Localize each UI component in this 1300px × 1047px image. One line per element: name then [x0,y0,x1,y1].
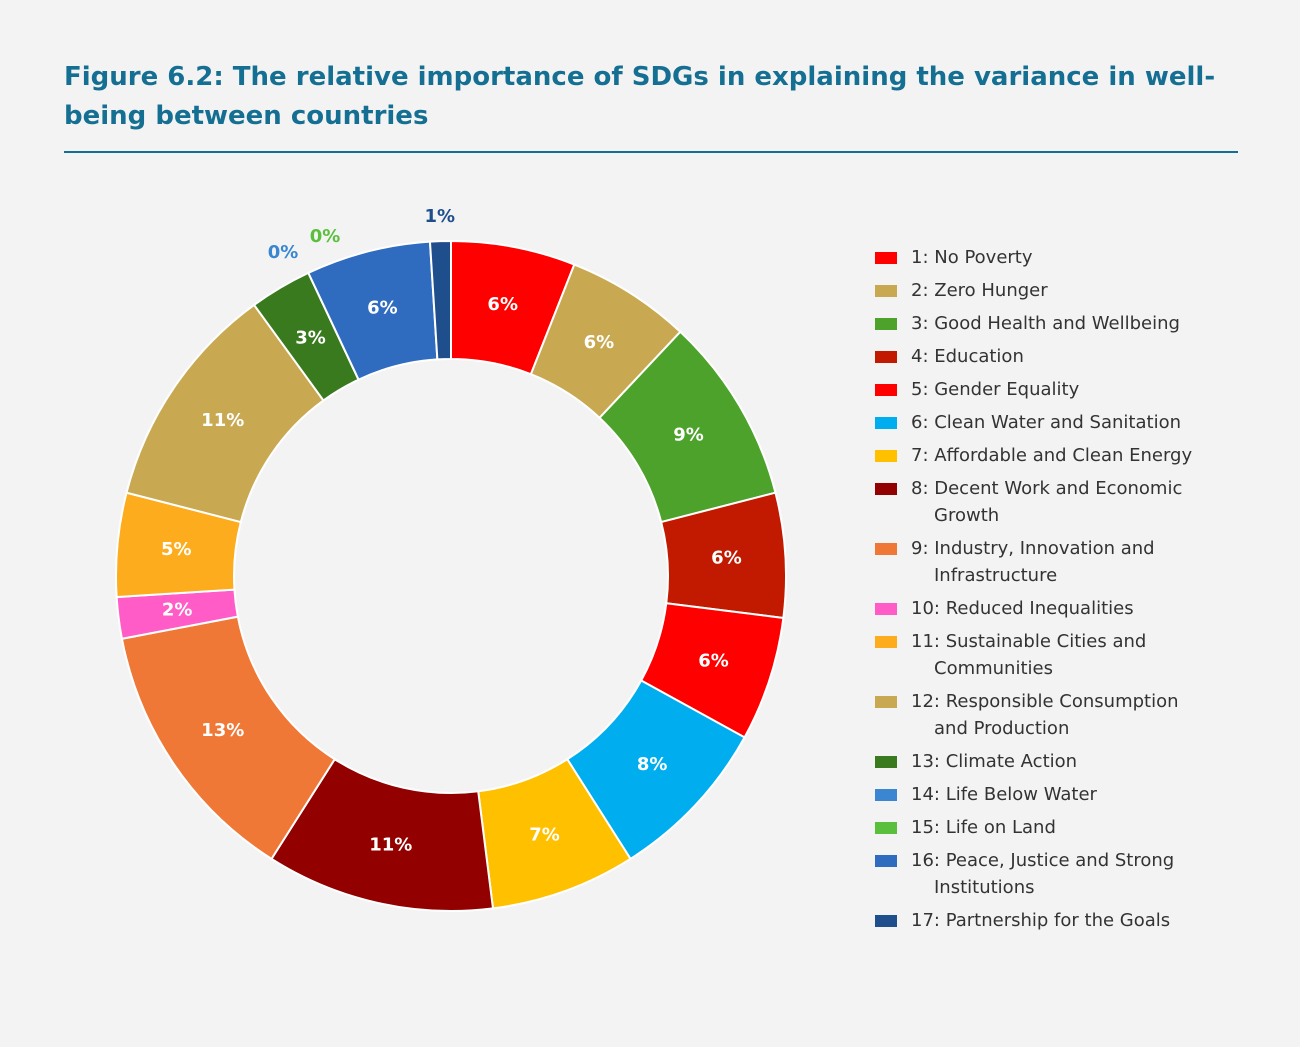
donut-slice [428,239,452,361]
legend-label: 15: Life on Land [911,817,1056,838]
value-label: 6% [711,548,742,569]
value-label: 11% [201,410,244,431]
legend-item: 1: No Poverty [875,244,1215,271]
legend-swatch [875,285,897,297]
value-label: 0% [268,242,299,263]
legend-item: 4: Education [875,343,1215,370]
legend-label: 6: Clean Water and Sanitation [911,412,1181,433]
value-label: 6% [584,332,615,353]
legend-swatch [875,855,897,867]
legend-item: 16: Peace, Justice and Strong Institutio… [875,847,1215,901]
value-label: 11% [369,834,412,855]
legend-item: 2: Zero Hunger [875,277,1215,304]
legend-item: 17: Partnership for the Goals [875,907,1215,934]
legend-swatch [875,756,897,768]
legend-swatch [875,603,897,615]
legend-swatch [875,417,897,429]
legend-item: 15: Life on Land [875,814,1215,841]
value-label: 3% [295,327,326,348]
legend-label: 13: Climate Action [911,751,1078,772]
legend-item: 7: Affordable and Clean Energy [875,442,1215,469]
legend-swatch [875,696,897,708]
legend-label: 17: Partnership for the Goals [911,910,1171,931]
value-label: 2% [162,600,193,621]
value-label: 5% [161,539,192,560]
legend: 1: No Poverty 2: Zero Hunger 3: Good Healt… [875,244,1215,940]
legend-label: 10: Reduced Inequalities [911,598,1134,619]
legend-swatch [875,789,897,801]
legend-item: 8: Decent Work and Economic Growth [875,475,1215,529]
legend-swatch [875,450,897,462]
legend-label: 14: Life Below Water [911,784,1097,805]
value-label: 8% [637,754,668,775]
legend-item: 3: Good Health and Wellbeing [875,310,1215,337]
legend-swatch [875,483,897,495]
value-label: 6% [698,650,729,671]
legend-item: 14: Life Below Water [875,781,1215,808]
legend-swatch [875,915,897,927]
legend-label: 8: Decent Work and Economic Growth [911,478,1183,526]
legend-swatch [875,636,897,648]
legend-label: 11: Sustainable Cities and Communities [911,631,1147,679]
legend-label: 1: No Poverty [911,247,1033,268]
value-label: 9% [673,425,704,446]
value-label: 7% [529,825,560,846]
legend-item: 11: Sustainable Cities and Communities [875,628,1215,682]
legend-item: 9: Industry, Innovation and Infrastructu… [875,535,1215,589]
legend-label: 3: Good Health and Wellbeing [911,313,1180,334]
legend-label: 5: Gender Equality [911,379,1080,400]
value-label: 6% [487,294,518,315]
legend-label: 12: Responsible Consumption and Producti… [911,691,1179,739]
legend-swatch [875,252,897,264]
legend-item: 13: Climate Action [875,748,1215,775]
legend-swatch [875,351,897,363]
legend-swatch [875,543,897,555]
legend-item: 5: Gender Equality [875,376,1215,403]
title-rule [64,151,1238,153]
legend-label: 2: Zero Hunger [911,280,1048,301]
value-label: 1% [425,206,456,227]
legend-item: 12: Responsible Consumption and Producti… [875,688,1215,742]
value-label: 0% [310,226,341,247]
legend-label: 7: Affordable and Clean Energy [911,445,1193,466]
legend-label: 4: Education [911,346,1024,367]
legend-swatch [875,318,897,330]
value-label: 13% [201,720,244,741]
legend-label: 16: Peace, Justice and Strong Institutio… [911,850,1175,898]
chart: 6% 6% 9% 6% 6% 8% 7% 11% 13% 2% 5% 11% 3% 0% 0% 6% 1% [115,206,787,912]
value-label: 6% [367,298,398,319]
legend-swatch [875,384,897,396]
legend-swatch [875,822,897,834]
chart-title: Figure 6.2: The relative importance of S… [64,62,1216,131]
legend-item: 10: Reduced Inequalities [875,595,1215,622]
legend-item: 6: Clean Water and Sanitation [875,409,1215,436]
legend-label: 9: Industry, Innovation and Infrastructu… [911,538,1155,586]
